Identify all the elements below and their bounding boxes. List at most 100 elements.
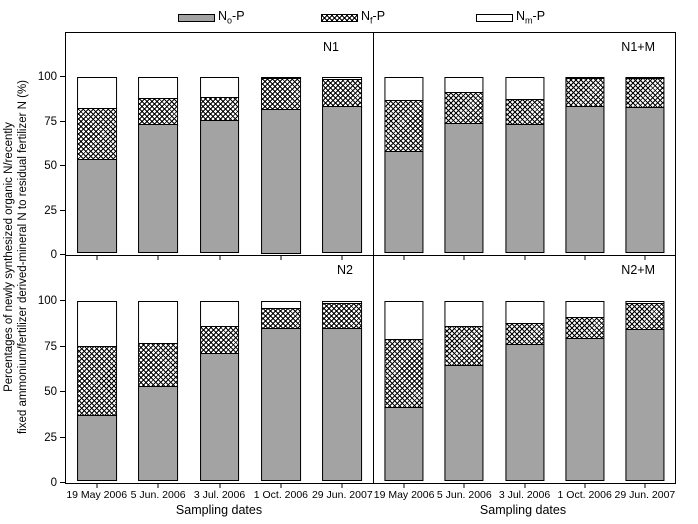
x-tick-mark: [463, 256, 465, 260]
stacked-bar: [76, 77, 117, 255]
x-axis-title-left: Sampling dates: [175, 503, 263, 517]
y-tick-mark: [60, 300, 65, 302]
x-tick-mark: [96, 484, 98, 488]
bar-segment-nfp: [199, 325, 240, 354]
stacked-bar: [565, 77, 605, 255]
x-tick-mark: [584, 484, 586, 488]
stacked-bar: [322, 77, 363, 255]
y-tick-label: 25: [44, 204, 57, 217]
x-tick-mark: [524, 256, 525, 260]
y-tick-label: 50: [44, 386, 57, 399]
x-tick-mark: [403, 484, 405, 488]
panel-label-n2m: N2+M: [621, 263, 655, 277]
stacked-bar: [384, 77, 424, 255]
stacked-bar: [199, 77, 240, 255]
legend-label-nm-p: Nm-P: [516, 8, 546, 26]
y-tick-mark: [60, 436, 65, 438]
legend-item-nm-p: Nm-P: [476, 8, 546, 26]
bar-segment-nop: [565, 337, 605, 481]
stacked-bar: [504, 77, 545, 255]
bar-segment-nop: [138, 385, 179, 481]
stacked-bar: [260, 301, 301, 483]
x-tick-mark: [524, 484, 525, 488]
stacked-bar: [384, 301, 424, 483]
y-tick-mark: [60, 76, 65, 78]
bar-segment-nop: [322, 327, 363, 481]
bar-segment-nfp: [625, 303, 665, 331]
y-tick-label: 50: [44, 160, 57, 173]
bar-segment-nmp: [444, 77, 484, 94]
stacked-bar: [625, 301, 665, 483]
bar-segment-nop: [260, 328, 301, 481]
x-tick-label: 3 Jul. 2006: [498, 489, 551, 501]
stacked-bar: [260, 77, 301, 255]
bar-segment-nfp: [260, 78, 301, 111]
x-tick-mark: [644, 484, 646, 488]
x-tick-label: 5 Jun. 2006: [436, 489, 492, 501]
stacked-bar: [199, 301, 240, 483]
panel-label-n1m: N1+M: [621, 40, 655, 54]
bar-segment-nfp: [444, 325, 484, 366]
stacked-bar: [138, 77, 179, 255]
bar-segment-nmp: [504, 77, 545, 101]
panel-label-n1: N1: [323, 40, 339, 54]
bar-segment-nfp: [565, 78, 605, 107]
bar-segment-nmp: [138, 77, 179, 99]
x-tick-label: 19 May 2006: [373, 489, 435, 501]
stacked-bar: [322, 301, 363, 483]
panel-n1m: N1+M: [374, 33, 675, 260]
panel-n1: N1 0 25 50 75 100: [38, 33, 374, 261]
bar-segment-nfp: [199, 96, 240, 121]
x-tick-mark: [219, 484, 220, 488]
y-tick-label: 0: [50, 477, 57, 489]
x-tick-mark: [96, 256, 98, 260]
bar-segment-nop: [444, 123, 484, 253]
bar-segment-nfp: [322, 79, 363, 108]
bar-segment-nfp: [138, 97, 179, 126]
y-tick-mark: [60, 482, 65, 483]
x-tick-mark: [280, 256, 282, 260]
y-tick-mark: [60, 391, 65, 393]
x-tick-mark: [463, 484, 465, 488]
x-tick-mark: [644, 256, 646, 260]
bar-segment-nop: [260, 109, 301, 255]
stacked-bar: [444, 77, 484, 255]
x-tick-label: 5 Jun. 2006: [130, 489, 186, 501]
x-tick-label: 29 Jun. 2007: [614, 489, 676, 501]
y-tick-label: 75: [44, 340, 57, 353]
bar-segment-nop: [384, 150, 424, 253]
x-tick-mark: [341, 484, 343, 488]
legend-item-no-p: No-P: [178, 9, 245, 26]
x-tick-label: 3 Jul. 2006: [193, 489, 246, 501]
y-axis-label-line2: fixed ammonium/fertilizer derived-minera…: [17, 79, 29, 435]
stacked-bar: [625, 77, 665, 255]
y-tick-mark: [60, 165, 65, 167]
bar-segment-nop: [504, 124, 545, 253]
y-tick-label: 100: [37, 295, 57, 308]
y-axis-label-line1: Percentages of newly synthesized organic…: [3, 122, 15, 392]
x-tick-mark: [219, 256, 220, 260]
bar-segment-nop: [625, 106, 665, 254]
bar-segment-nop: [76, 414, 117, 481]
x-tick-label: 1 Oct. 2006: [253, 489, 309, 501]
x-tick-mark: [403, 256, 405, 260]
bar-segment-nop: [504, 343, 545, 481]
bar-segment-nmp: [444, 301, 484, 327]
y-tick-label: 100: [37, 71, 57, 84]
y-tick-mark: [60, 209, 65, 211]
x-tick-label: 19 May 2006: [66, 489, 128, 501]
bar-segment-nop: [199, 119, 240, 253]
bar-segment-nmp: [384, 77, 424, 102]
bar-segment-nop: [384, 407, 424, 481]
stacked-bar: [504, 301, 545, 483]
y-tick-mark: [60, 120, 65, 122]
bar-segment-nfp: [384, 100, 424, 152]
x-tick-label: 1 Oct. 2006: [557, 489, 612, 501]
bar-segment-nfp: [504, 99, 545, 126]
legend-swatch-gray: [178, 14, 215, 22]
x-tick-mark: [280, 484, 282, 488]
bar-segment-nfp: [322, 303, 363, 329]
x-tick-mark: [584, 256, 586, 260]
bar-segment-nmp: [138, 301, 179, 345]
